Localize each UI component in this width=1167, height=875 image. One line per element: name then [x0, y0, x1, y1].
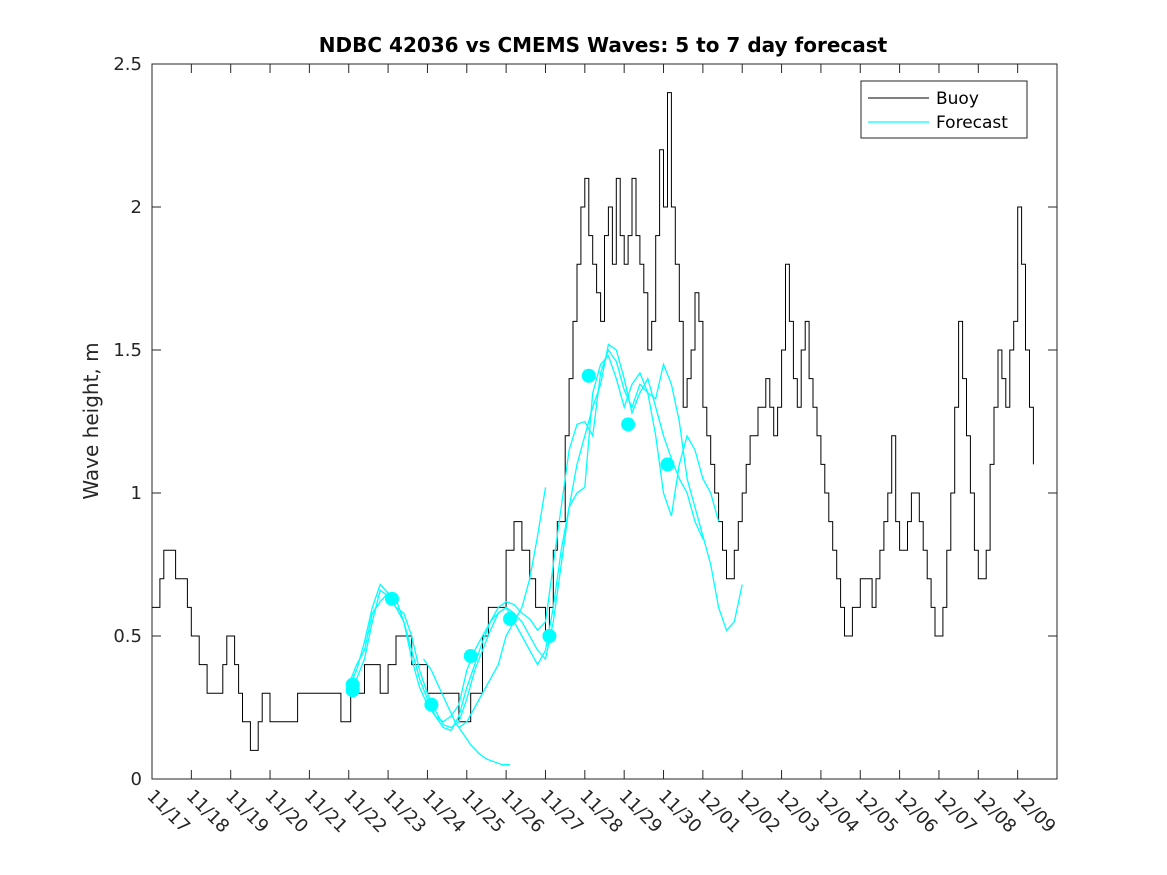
legend-buoy-label: Buoy — [936, 89, 979, 109]
forecast-line-3 — [348, 354, 720, 723]
y-tick-label: 2 — [131, 197, 142, 218]
forecast-marker — [542, 629, 557, 643]
y-tick-label: 0 — [131, 769, 142, 790]
plot-area — [151, 63, 1058, 780]
forecast-marker — [463, 649, 478, 664]
chart-title: NDBC 42036 vs CMEMS Waves: 5 to 7 day fo… — [319, 33, 888, 57]
forecast-marker — [581, 368, 596, 383]
y-tick-label: 1.5 — [113, 340, 142, 361]
forecast-marker — [424, 697, 439, 712]
legend: Buoy Forecast — [860, 80, 1028, 139]
legend-box — [860, 80, 1028, 139]
legend-forecast-label: Forecast — [936, 113, 1008, 133]
y-axis-ticks: 0 0.5 1 1.5 2 2.5 — [113, 54, 1057, 790]
y-tick-label: 2.5 — [113, 54, 142, 75]
forecast-marker — [345, 683, 360, 698]
y-tick-label: 0.5 — [113, 626, 142, 647]
forecast-line-2 — [348, 343, 704, 729]
forecast-marker — [660, 457, 675, 472]
forecast-line-5 — [458, 487, 547, 729]
forecast-marker — [385, 591, 400, 606]
y-axis-label: Wave height, m — [79, 342, 103, 499]
forecast-line-1 — [348, 348, 743, 732]
forecast-line-4 — [422, 658, 511, 766]
axes-box — [151, 63, 1058, 780]
forecast-marker — [503, 611, 518, 626]
y-tick-label: 1 — [131, 483, 142, 504]
forecast-marker — [621, 417, 636, 432]
